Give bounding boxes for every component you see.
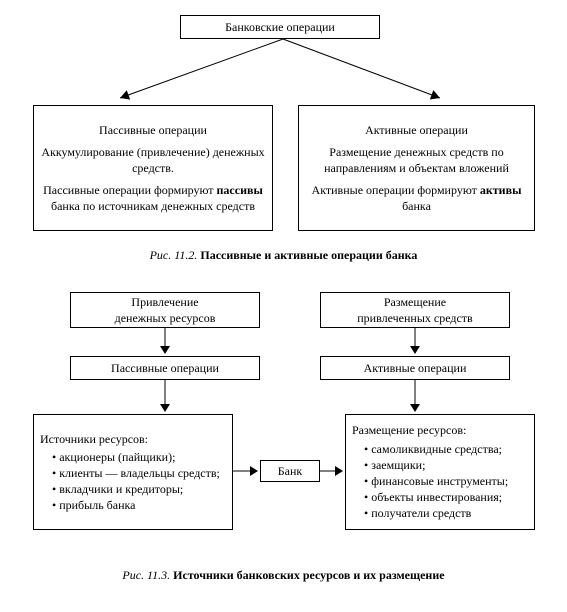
fig113-bank-box: Банк [260, 460, 320, 482]
fig113-caption: Рис. 11.3. Источники банковских ресурсов… [0, 568, 567, 583]
fig113-sources-list: акционеры (пайщики);клиенты — владельцы … [40, 449, 226, 514]
fig112-root-label: Банковские операции [187, 19, 373, 35]
fig112-active-box: Активные операции Размещение денежных ср… [298, 105, 535, 231]
fig113-attract-l1: Привлечение [77, 294, 253, 310]
fig113-placement-title: Размещение ресурсов: [352, 422, 528, 438]
fig113-caption-title: Источники банковских ресурсов и их разме… [173, 568, 444, 582]
fig112-active-line2: Активные операции формируют активы банка [305, 182, 528, 214]
fig113-placement-item: заемщики; [364, 457, 528, 473]
fig113-attract-box: Привлечение денежных ресурсов [70, 292, 260, 328]
fig113-placement-item: финансовые инструменты; [364, 473, 528, 489]
fig112-passive-title: Пассивные операции [40, 122, 266, 138]
fig113-sources-item: акционеры (пайщики); [52, 449, 226, 465]
fig112-caption-title: Пассивные и активные операции банка [200, 248, 417, 262]
fig113-passive-ops-label: Пассивные операции [77, 360, 253, 376]
fig113-placement-box: Размещение ресурсов: самоликвидные средс… [345, 414, 535, 530]
fig113-place-l2: привлеченных средств [327, 310, 503, 326]
fig113-placement-list: самоликвидные средства;заемщики;финансов… [352, 441, 528, 522]
fig113-place-box: Размещение привлеченных средств [320, 292, 510, 328]
fig112-active-line1: Размещение денежных средств по направлен… [305, 144, 528, 176]
fig113-attract-l2: денежных ресурсов [77, 310, 253, 326]
fig113-sources-item: вкладчики и кредиторы; [52, 481, 226, 497]
fig113-passive-ops-box: Пассивные операции [70, 356, 260, 380]
fig112-passive-line1: Аккумулирование (привлечение) денежных с… [40, 144, 266, 176]
fig113-place-l1: Размещение [327, 294, 503, 310]
fig113-placement-item: получатели средств [364, 505, 528, 521]
fig113-sources-box: Источники ресурсов: акционеры (пайщики);… [33, 414, 233, 530]
fig113-caption-ric: Рис. 11.3. [122, 568, 170, 582]
fig112-passive-box: Пассивные операции Аккумулирование (прив… [33, 105, 273, 231]
fig112-root-box: Банковские операции [180, 15, 380, 39]
fig112-passive-line2: Пассивные операции формируют пас­сивы ба… [40, 182, 266, 214]
fig113-bank-label: Банк [267, 463, 313, 479]
fig112-caption: Рис. 11.2. Пассивные и активные операции… [0, 248, 567, 263]
fig112-active-title: Активные операции [305, 122, 528, 138]
fig113-sources-title: Источники ресурсов: [40, 431, 226, 447]
fig113-placement-item: самоликвидные средства; [364, 441, 528, 457]
fig113-sources-item: клиенты — владельцы средств; [52, 465, 226, 481]
fig113-active-ops-label: Активные операции [327, 360, 503, 376]
fig112-caption-ric: Рис. 11.2. [150, 248, 198, 262]
fig113-active-ops-box: Активные операции [320, 356, 510, 380]
fig113-placement-item: объекты инвестирования; [364, 489, 528, 505]
fig113-sources-item: прибыль банка [52, 497, 226, 513]
